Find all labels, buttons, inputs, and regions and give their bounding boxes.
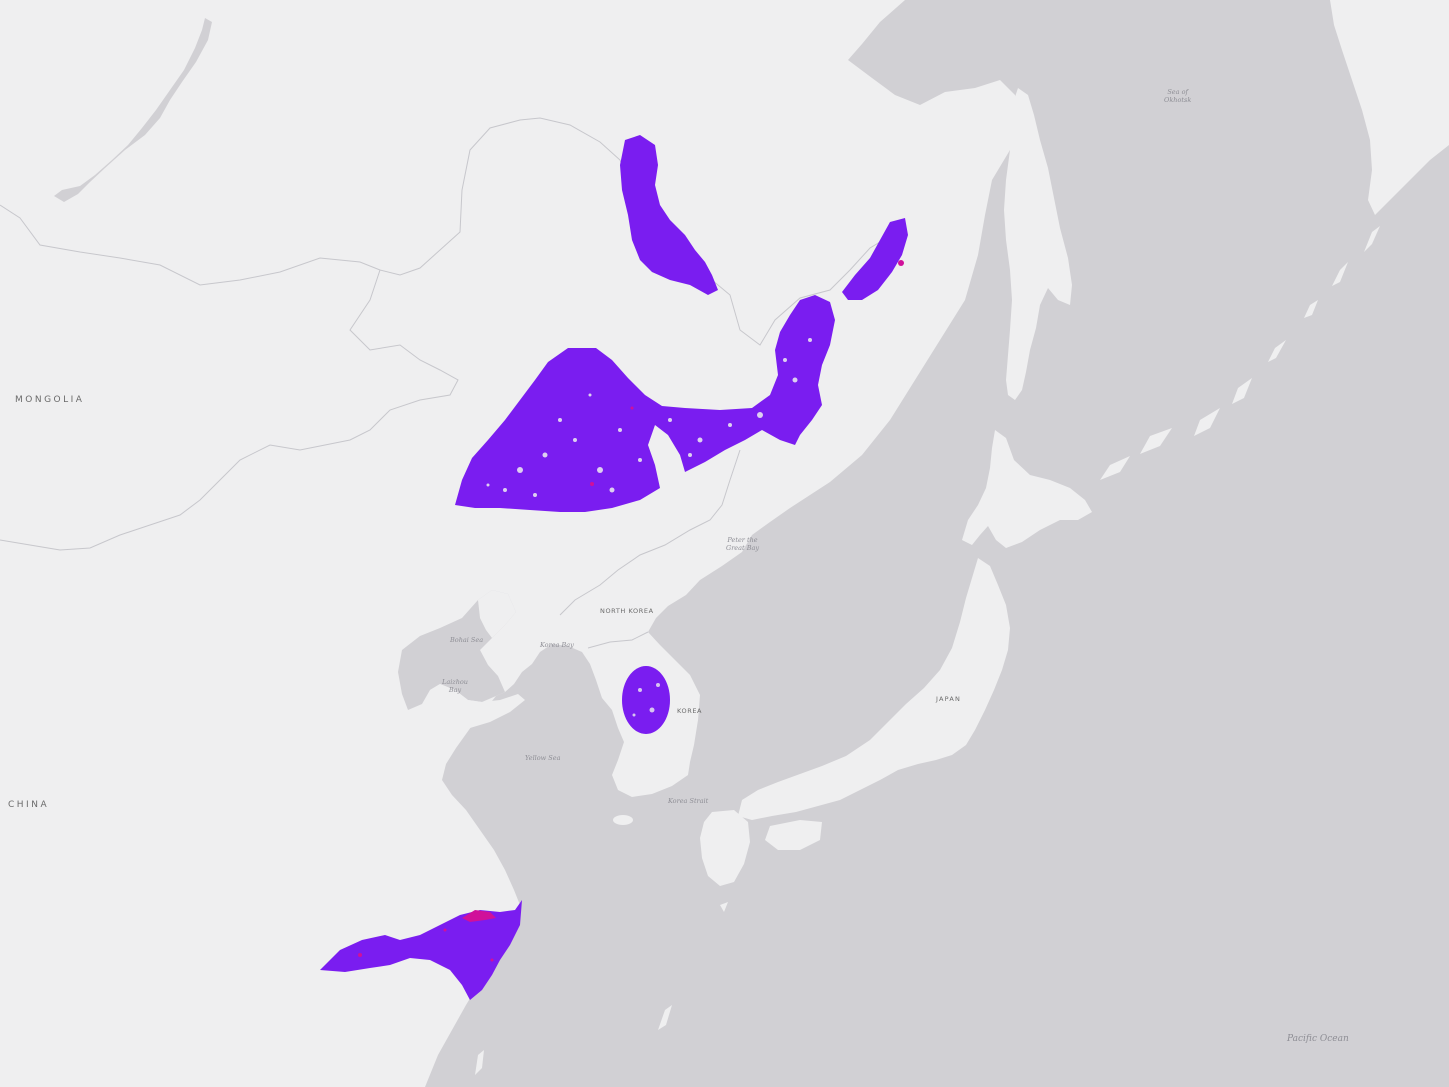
kuril-islands — [1100, 226, 1380, 480]
country-borders — [0, 117, 901, 649]
small-islands — [475, 902, 728, 1075]
distribution-range-ussuri — [842, 218, 908, 300]
liaodong-peninsula — [478, 590, 516, 638]
distribution-range-korea — [622, 666, 670, 734]
sakhalin-island — [1004, 88, 1072, 400]
jeju-island — [613, 815, 633, 825]
distribution-range-southeast-china — [320, 900, 522, 1000]
shikoku — [765, 820, 822, 850]
shandong-peninsula — [430, 684, 525, 735]
mainland-landmass — [0, 0, 1022, 1087]
distribution-range-inner-mongolia — [455, 295, 835, 512]
kamchatka — [1330, 0, 1449, 215]
honshu — [738, 558, 1010, 820]
range-accent-ussuri — [898, 260, 904, 266]
range-gaps-korea — [632, 683, 660, 717]
hokkaido — [962, 430, 1092, 548]
distribution-range-khingan — [620, 135, 718, 295]
range-accent-southeast-china — [358, 910, 496, 962]
kyushu — [700, 810, 750, 886]
